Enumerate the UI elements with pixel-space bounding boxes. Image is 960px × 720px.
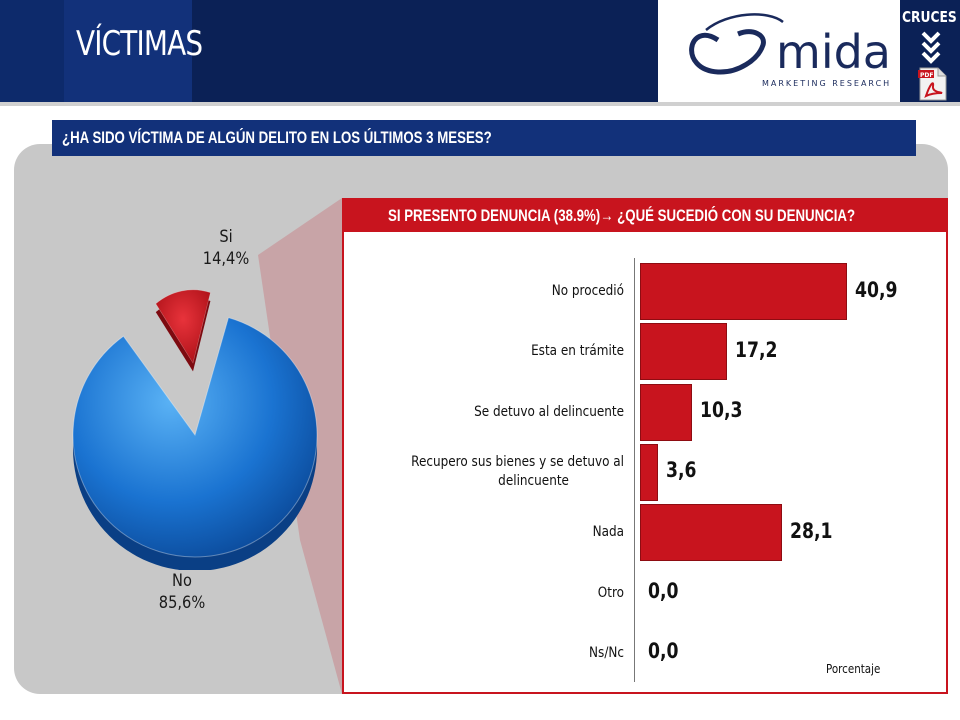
pdf-badge: PDF bbox=[920, 72, 933, 79]
bar-category-line: Se detuvo al delincuente bbox=[474, 403, 624, 420]
bar-category-label: Otro bbox=[400, 584, 624, 603]
bar-category-label: Nada bbox=[400, 523, 624, 542]
cruces-link[interactable]: CRUCES bbox=[902, 8, 957, 26]
bar-category-line: Recupero sus bienes y se detuvo al bbox=[411, 454, 624, 471]
bar bbox=[640, 504, 783, 562]
pdf-icon[interactable]: PDF bbox=[918, 66, 948, 102]
bar-category-line: Otro bbox=[597, 584, 624, 601]
bar-value-label: 10,3 bbox=[700, 398, 743, 423]
pie-slice-si bbox=[155, 289, 211, 372]
question-text: ¿HA SIDO VÍCTIMA DE ALGÚN DELITO EN LOS … bbox=[62, 128, 492, 147]
bar-value-label: 17,2 bbox=[735, 337, 778, 362]
header-accent bbox=[0, 0, 64, 102]
header-divider bbox=[0, 102, 960, 106]
bar-category-label: Recupero sus bienes y se detuvo al delinc… bbox=[400, 453, 624, 491]
pie-label-si-name: Si bbox=[219, 227, 233, 247]
page-title: VÍCTIMAS bbox=[76, 24, 203, 64]
pie-chart bbox=[72, 289, 318, 570]
bar-category-line: Ns/Nc bbox=[589, 644, 624, 661]
bar-category-label: No procedió bbox=[400, 282, 624, 301]
bar bbox=[640, 263, 847, 320]
chevron-down-icon[interactable] bbox=[920, 30, 942, 64]
pie-label-no: No 85,6% bbox=[154, 570, 209, 614]
bar bbox=[640, 443, 659, 501]
brand-logo: mida MARKETING RESEARCH bbox=[658, 0, 900, 102]
bar-value-label: 40,9 bbox=[855, 277, 898, 302]
arrow-right-icon: → bbox=[600, 206, 614, 225]
bar-category-line: No procedió bbox=[551, 283, 624, 299]
bar-value-label: 0,0 bbox=[648, 579, 679, 603]
pie-slice-no bbox=[72, 317, 318, 570]
header-title-box bbox=[64, 0, 192, 102]
subquestion-text: SI PRESENTO DENUNCIA (38.9%)→ ¿QUÉ SUCED… bbox=[388, 206, 855, 226]
bar-category-line: delincuente bbox=[498, 473, 569, 490]
bar bbox=[640, 383, 693, 441]
brand-subtitle: MARKETING RESEARCH bbox=[762, 79, 891, 88]
bar-value-label: 0,0 bbox=[648, 639, 679, 664]
bar-value-label: 28,1 bbox=[790, 518, 833, 543]
pie-label-no-name: No bbox=[172, 571, 192, 591]
pie-label-si: Si 14,4% bbox=[200, 226, 252, 270]
x-axis-label: Porcentaje bbox=[826, 662, 881, 676]
subquestion-suffix: ¿QUÉ SUCEDIÓ CON SU DENUNCIA? bbox=[613, 206, 856, 225]
bar-category-label: Se detuvo al delincuente bbox=[400, 403, 624, 422]
pie-label-si-value: 14,4% bbox=[202, 249, 250, 269]
pie-label-no-value: 85,6% bbox=[158, 593, 206, 613]
question-bar bbox=[52, 120, 916, 156]
subquestion-bar bbox=[344, 198, 946, 232]
brand-name: mida bbox=[776, 25, 891, 79]
subquestion-prefix: SI PRESENTO DENUNCIA (38.9%) bbox=[388, 206, 601, 225]
bar-category-line: Esta en trámite bbox=[531, 343, 624, 360]
bar-category-line: Nada bbox=[592, 524, 624, 541]
bar-value-label: 3,6 bbox=[666, 458, 697, 483]
brand-logo-icon: mida MARKETING RESEARCH bbox=[689, 13, 891, 88]
bar-category-label: Esta en trámite bbox=[400, 342, 624, 361]
bar-category-label: Ns/Nc bbox=[400, 644, 624, 663]
bar bbox=[640, 323, 728, 381]
bar-chart-axis bbox=[634, 258, 635, 682]
